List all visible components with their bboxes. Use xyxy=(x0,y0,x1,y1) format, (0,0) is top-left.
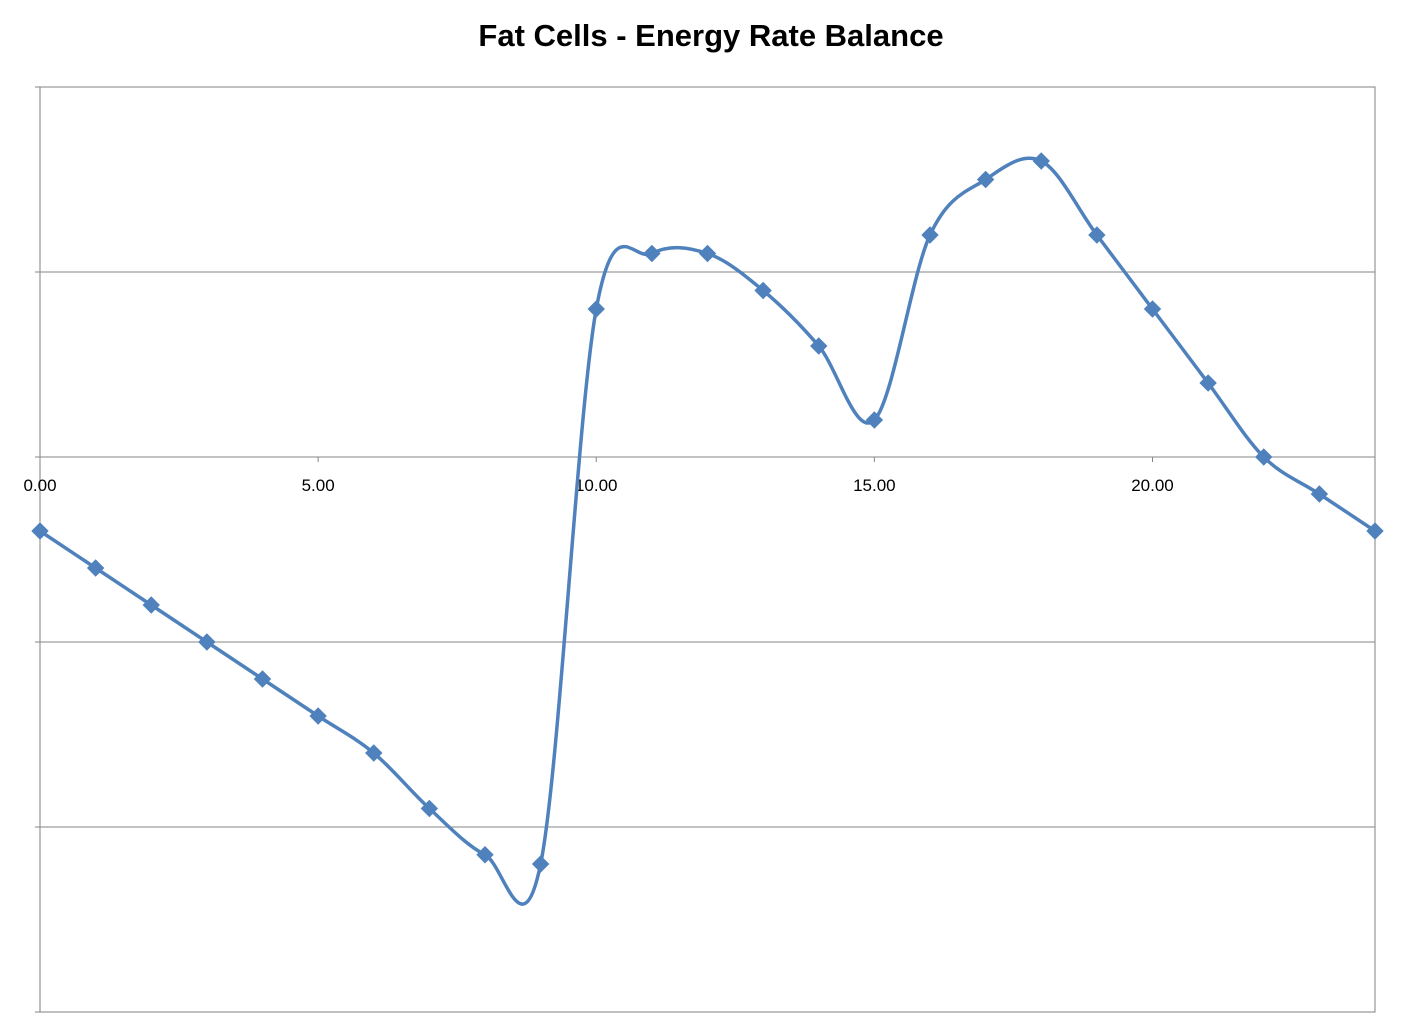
grid-layer xyxy=(40,271,1375,828)
data-point-marker xyxy=(253,670,272,688)
data-point-marker xyxy=(976,170,995,189)
series-line xyxy=(38,156,1377,906)
data-point-marker xyxy=(365,744,383,762)
data-point-marker xyxy=(142,596,160,614)
data-point-marker xyxy=(1255,448,1273,466)
data-point-marker xyxy=(1199,374,1217,392)
data-point-marker xyxy=(1143,300,1162,318)
data-point-marker xyxy=(810,337,828,355)
data-point-marker xyxy=(865,411,884,429)
data-point-marker xyxy=(86,559,105,577)
data-point-marker xyxy=(1088,226,1106,244)
data-point-marker xyxy=(698,244,717,263)
chart-title: Fat Cells - Energy Rate Balance xyxy=(478,18,944,53)
data-point-marker xyxy=(921,226,939,244)
data-point-marker xyxy=(643,244,661,263)
x-tick-label: 5.00 xyxy=(302,476,335,495)
x-tick-label: 20.00 xyxy=(1131,476,1174,495)
x-tick-label: 15.00 xyxy=(853,476,896,495)
data-point-marker xyxy=(1366,522,1384,540)
data-point-marker xyxy=(476,846,494,864)
data-point-marker xyxy=(1310,485,1329,503)
data-point-marker xyxy=(587,300,605,318)
data-point-marker xyxy=(198,633,216,651)
data-point-marker xyxy=(309,707,327,725)
x-tick-label: 10.00 xyxy=(575,476,618,495)
data-point-marker xyxy=(1032,152,1050,170)
plot-area xyxy=(39,86,1376,1013)
data-point-marker xyxy=(31,522,49,540)
data-point-marker xyxy=(754,281,772,300)
data-point-marker xyxy=(420,799,439,818)
data-point-marker xyxy=(531,855,550,873)
axis-layer: 0.00 5.00 10.00 15.00 20.00 xyxy=(23,86,1375,1013)
x-tick-label: 0.00 xyxy=(23,476,56,495)
series-layer xyxy=(38,156,1377,906)
marker-layer xyxy=(31,152,1384,873)
